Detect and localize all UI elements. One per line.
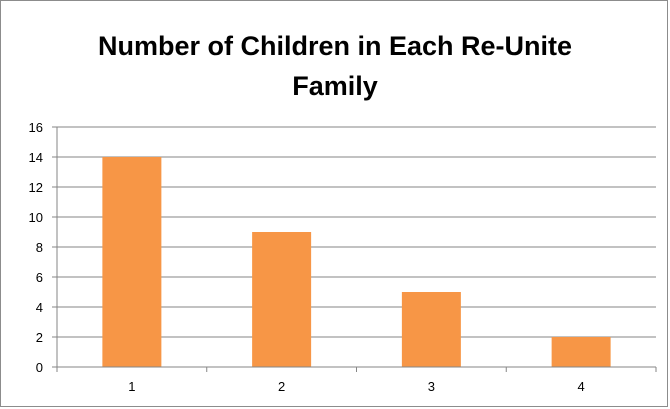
x-tick-label: 3 [428, 379, 435, 394]
chart-title-line-2: Family [292, 71, 378, 101]
y-tick-label: 16 [29, 120, 43, 135]
bar-1 [102, 157, 162, 367]
y-tick-label: 10 [29, 210, 43, 225]
bar-4 [551, 337, 611, 367]
axes [56, 127, 657, 372]
x-tick-label: 1 [128, 379, 135, 394]
bars [102, 157, 611, 367]
x-tick-label: 4 [578, 379, 585, 394]
y-tick-label: 8 [36, 240, 43, 255]
y-tick-label: 4 [36, 300, 43, 315]
chart-title: Number of Children in Each Re-Unite Fami… [0, 26, 670, 106]
y-tick-label: 0 [36, 360, 43, 375]
chart-title-line-1: Number of Children in Each Re-Unite [97, 31, 573, 61]
y-tick-label: 2 [36, 330, 43, 345]
y-tick-label: 12 [29, 180, 43, 195]
bar-2 [252, 232, 312, 367]
bar-3 [401, 292, 461, 367]
y-tick-label: 14 [29, 150, 43, 165]
x-tick-label: 2 [278, 379, 285, 394]
y-tick-label: 6 [36, 270, 43, 285]
